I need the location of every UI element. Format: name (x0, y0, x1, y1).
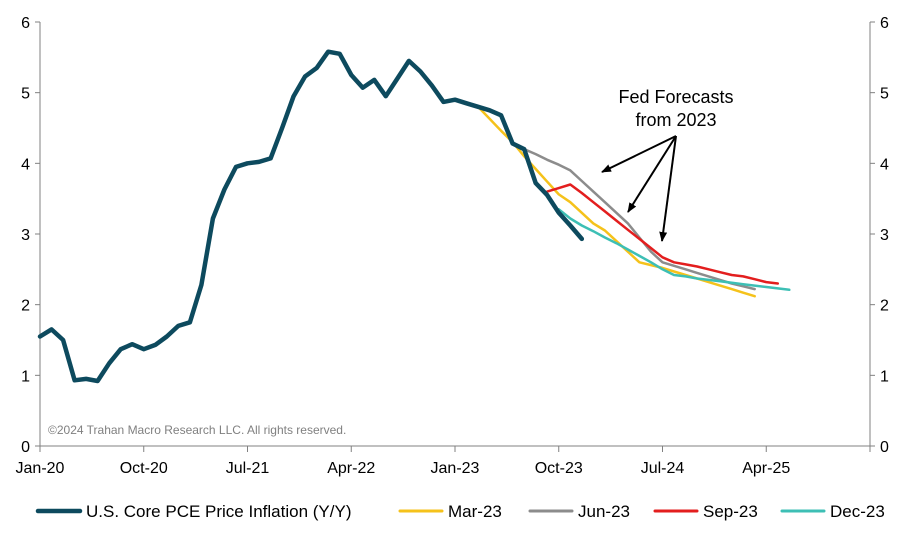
legend-label: Sep-23 (703, 502, 758, 521)
x-tick-label: Apr-25 (742, 460, 790, 477)
x-tick-label: Apr-22 (327, 460, 375, 477)
left-y-tick-label: 1 (21, 368, 30, 385)
left-y-tick-label: 3 (21, 227, 30, 244)
legend-label: Mar-23 (448, 502, 502, 521)
left-y-tick-label: 6 (21, 15, 30, 32)
x-tick-label: Oct-20 (120, 460, 168, 477)
series-line-jun-23 (511, 142, 756, 291)
fed-forecast-annotation: Fed Forecasts from 2023 (618, 87, 733, 130)
x-tick-label: Jul-21 (226, 460, 270, 477)
right-y-tick-label: 5 (880, 86, 889, 103)
annotation-arrows (601, 135, 677, 242)
legend: U.S. Core PCE Price Inflation (Y/Y) Mar-2… (35, 502, 885, 521)
series-line-dec-23 (557, 208, 791, 292)
legend-label: Dec-23 (830, 502, 885, 521)
x-tick-label: Jan-20 (16, 460, 65, 477)
annotation-arrow (601, 135, 677, 173)
annotation-arrow (659, 135, 677, 242)
series-lines (37, 49, 791, 384)
legend-label: U.S. Core PCE Price Inflation (Y/Y) (86, 502, 351, 521)
right-y-tick-label: 3 (880, 227, 889, 244)
axes (35, 21, 875, 452)
right-y-tick-label: 1 (880, 368, 889, 385)
series-line-u-s-core-pce-price-inflation-y-y (37, 49, 585, 384)
left-y-tick-label: 2 (21, 298, 30, 315)
right-y-tick-label: 4 (880, 156, 889, 173)
legend-label: Jun-23 (578, 502, 630, 521)
annotation-line-2: from 2023 (635, 110, 716, 130)
series-line-sep-23 (545, 183, 780, 285)
copyright-note: ©2024 Trahan Macro Research LLC. All rig… (48, 423, 346, 437)
tick-labels: 0 0 1 1 2 2 3 3 4 4 5 5 6 6 Jan-20 Oct-20 Jul-21 Apr-22 Ja… (16, 15, 889, 477)
x-tick-label: Jul-24 (641, 460, 685, 477)
x-tick-label: Oct-23 (535, 460, 583, 477)
right-y-tick-label: 2 (880, 298, 889, 315)
series-line-mar-23 (476, 105, 756, 298)
right-y-tick-label: 6 (880, 15, 889, 32)
annotation-line-1: Fed Forecasts (618, 87, 733, 107)
right-y-tick-label: 0 (880, 439, 889, 456)
left-y-tick-label: 5 (21, 86, 30, 103)
left-y-tick-label: 4 (21, 156, 30, 173)
left-y-tick-label: 0 (21, 439, 30, 456)
annotation-arrow (627, 135, 677, 213)
x-tick-label: Jan-23 (431, 460, 480, 477)
